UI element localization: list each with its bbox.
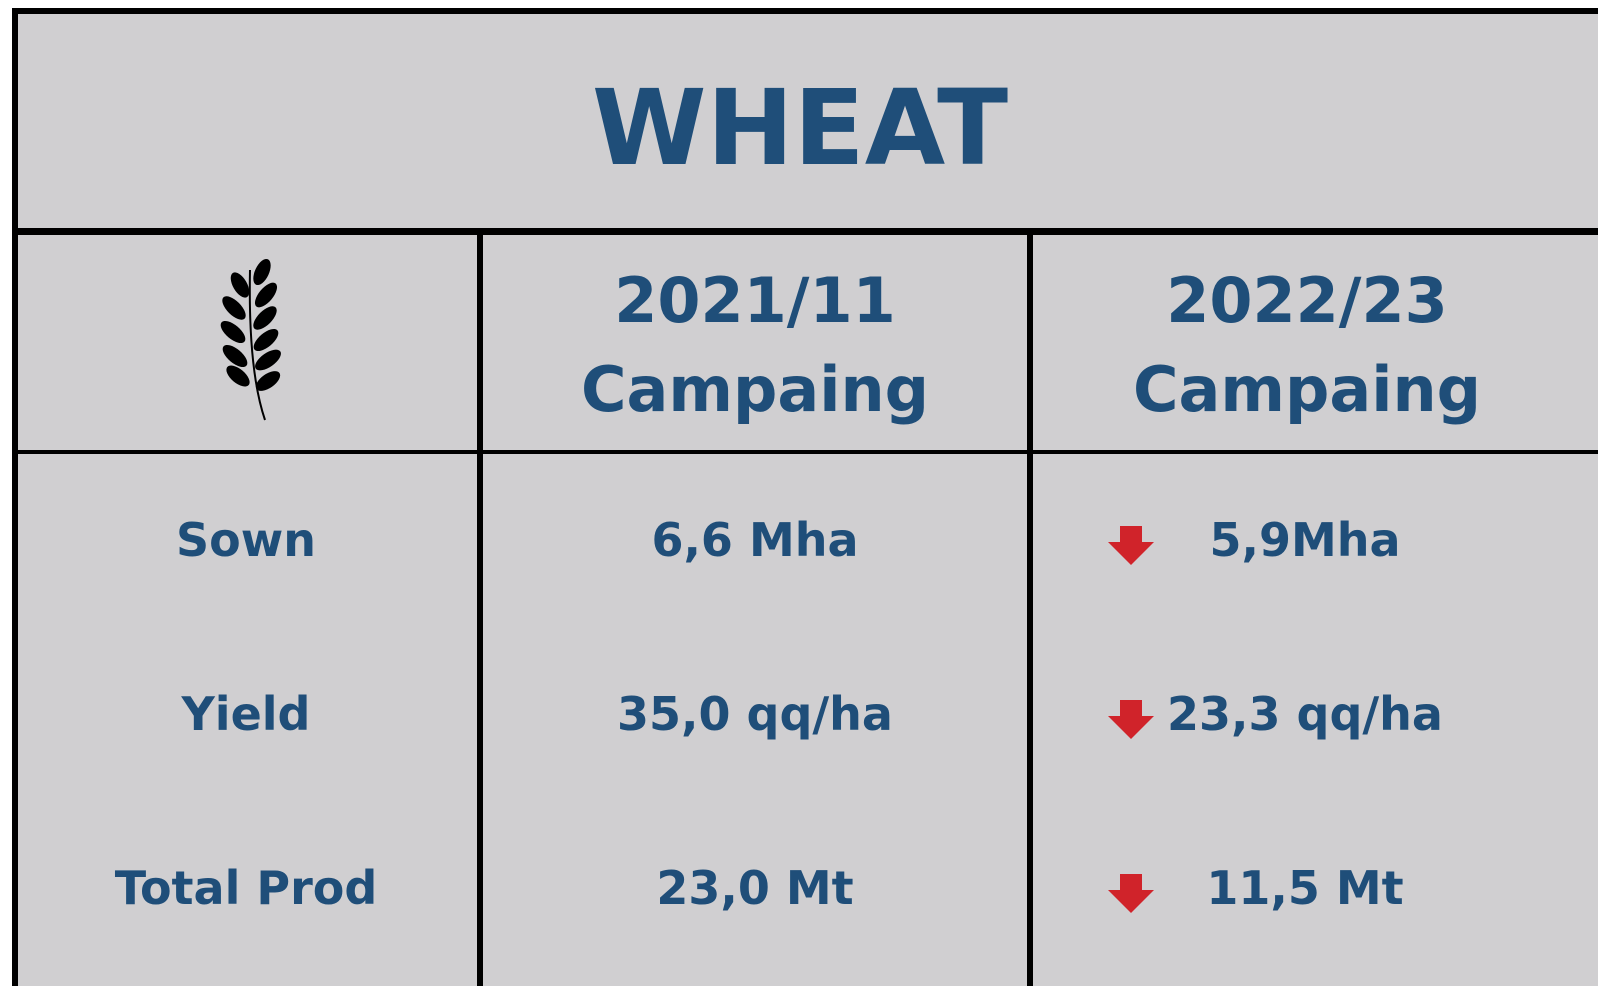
row-label: Sown — [176, 513, 316, 567]
row-label: Total Prod — [115, 861, 378, 915]
cell-value: 23,3 qq/ha — [1167, 687, 1443, 741]
border-col-1 — [477, 231, 483, 986]
cell-value: 35,0 qq/ha — [617, 687, 893, 741]
border-left — [12, 8, 18, 986]
title: WHEAT — [592, 67, 1008, 189]
header-label: Campaing — [1133, 353, 1481, 426]
header-year: 2022/23 — [1166, 264, 1447, 337]
border-top — [12, 8, 1598, 14]
border-title — [12, 228, 1598, 235]
rows: Sown 6,6 Mha 5,9Mha Yield 35,0 qq/ha 23,3 qq/… — [115, 513, 1443, 915]
down-arrow — [1108, 700, 1154, 739]
row-label: Yield — [181, 687, 311, 741]
table-background — [14, 10, 1598, 986]
cell-value: 23,0 Mt — [656, 861, 853, 915]
cell-value: 5,9Mha — [1209, 513, 1400, 567]
down-arrow — [1108, 526, 1154, 565]
border-col-2 — [1027, 231, 1033, 986]
cell-value: 6,6 Mha — [651, 513, 858, 567]
cell-value: 11,5 Mt — [1206, 861, 1403, 915]
header-label: Campaing — [581, 353, 929, 426]
border-header — [12, 450, 1598, 454]
wheat-icon — [220, 258, 281, 421]
header-year: 2021/11 — [614, 264, 895, 337]
down-arrow — [1108, 874, 1154, 913]
